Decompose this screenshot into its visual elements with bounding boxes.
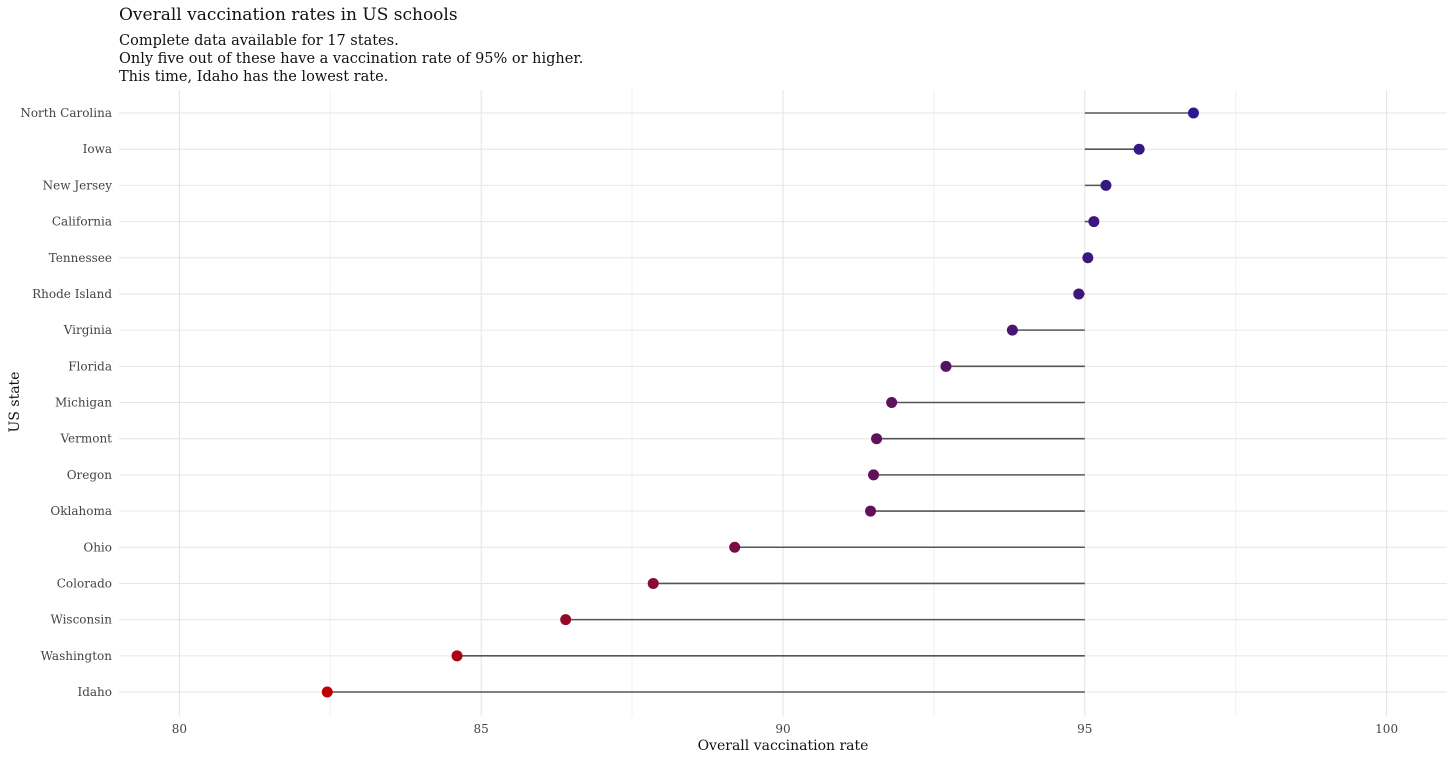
y-tick-label: Washington: [41, 649, 113, 663]
y-tick-label: Rhode Island: [32, 287, 112, 301]
subtitle-line-1: Complete data available for 17 states.: [119, 33, 399, 49]
y-tick-label: Oklahoma: [50, 504, 112, 518]
data-point: [729, 541, 741, 553]
x-tick-label: 90: [775, 722, 790, 736]
y-tick-label: Colorado: [57, 576, 112, 590]
data-point: [1133, 143, 1145, 155]
y-tick-label: Vermont: [59, 432, 112, 446]
data-point: [451, 650, 463, 662]
data-point: [1082, 252, 1094, 264]
y-tick-label: Ohio: [83, 540, 112, 554]
data-point: [1073, 288, 1085, 300]
y-tick-label: New Jersey: [43, 178, 113, 192]
data-point: [1006, 324, 1018, 336]
data-point: [940, 360, 952, 372]
data-point: [871, 433, 883, 445]
data-point: [560, 614, 572, 626]
y-tick-label: Tennessee: [49, 251, 112, 265]
lollipop-points: [321, 107, 1199, 698]
y-tick-label: Florida: [68, 359, 112, 373]
y-axis-title: US state: [7, 372, 23, 433]
grid-lines: [119, 90, 1447, 716]
y-tick-label: California: [52, 215, 112, 229]
data-point: [865, 505, 877, 517]
x-tick-label: 95: [1077, 722, 1092, 736]
x-tick-label: 80: [172, 722, 187, 736]
y-tick-label: Michigan: [55, 396, 112, 410]
y-tick-label: Iowa: [83, 142, 112, 156]
x-axis-title: Overall vaccination rate: [698, 738, 869, 754]
y-tick-label: North Carolina: [20, 106, 112, 120]
data-point: [886, 397, 898, 408]
data-point: [868, 469, 880, 481]
y-tick-label: Idaho: [77, 685, 112, 699]
y-tick-label: Virginia: [63, 323, 112, 337]
x-tick-labels: 80 85 90 95 100: [172, 722, 1398, 736]
data-point: [1088, 216, 1100, 228]
y-tick-label: Wisconsin: [50, 613, 112, 627]
x-tick-label: 100: [1375, 722, 1398, 736]
lollipop-segments: [327, 112, 1194, 693]
y-tick-label: Oregon: [67, 468, 113, 482]
chart-title: Overall vaccination rates in US schools: [119, 5, 458, 25]
y-tick-labels: North Carolina Iowa New Jersey California Te…: [20, 106, 112, 699]
data-point: [1100, 179, 1112, 191]
subtitle-line-2: Only five out of these have a vaccinatio…: [119, 51, 584, 67]
data-point: [1187, 107, 1199, 119]
data-point: [647, 577, 659, 589]
x-tick-label: 85: [474, 722, 489, 736]
subtitle-line-3: This time, Idaho has the lowest rate.: [119, 69, 389, 85]
data-point: [321, 686, 333, 698]
